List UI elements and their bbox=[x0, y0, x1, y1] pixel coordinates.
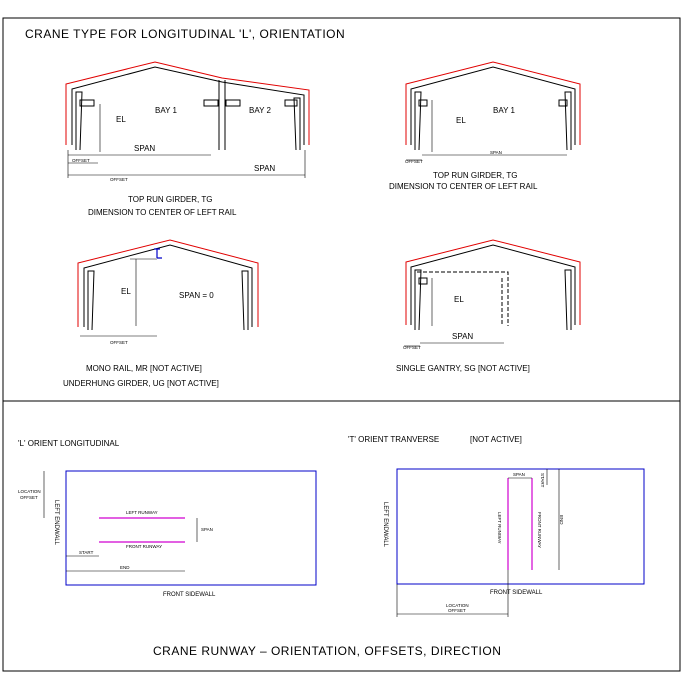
roof-outline-red bbox=[65, 61, 310, 145]
caption-line1: MONO RAIL, MR [NOT ACTIVE] bbox=[86, 364, 202, 373]
panel-single-gantry: EL SPAN OFFSET SINGLE GANTRY, SG [NOT AC… bbox=[396, 239, 581, 373]
left-column bbox=[414, 269, 422, 331]
sheet-title: CRANE TYPE FOR LONGITUDINAL 'L', ORIENTA… bbox=[25, 27, 345, 41]
rail-right bbox=[284, 99, 298, 107]
bottom-frame bbox=[2, 400, 681, 672]
front-sidewall-label: FRONT SIDEWALL bbox=[490, 590, 543, 596]
bay1-label: BAY 1 bbox=[493, 106, 515, 115]
panel-l-orient-longitudinal: 'L' ORIENT LONGITUDINAL LEFT RUNWAY FRON… bbox=[18, 439, 317, 598]
location-offset-label-1: LOCATION bbox=[446, 603, 469, 608]
panel-top-run-girder-two-bay: EL BAY 1 BAY 2 SPAN SPAN OFFSET OFFSET T… bbox=[65, 61, 310, 217]
roof-outline-black bbox=[71, 66, 305, 145]
rail-left bbox=[418, 99, 428, 107]
end-label: END bbox=[559, 515, 564, 525]
span-label: SPAN bbox=[134, 144, 155, 153]
caption-line1: TOP RUN GIRDER, TG bbox=[433, 171, 517, 180]
el-label: EL bbox=[456, 116, 466, 125]
left-runway-label: LEFT RUNWAY bbox=[497, 512, 502, 544]
right-column bbox=[564, 91, 572, 151]
offset-label: OFFSET bbox=[405, 159, 423, 164]
end-label: END bbox=[120, 565, 130, 570]
bay2-label: BAY 2 bbox=[249, 106, 271, 115]
right-column bbox=[564, 269, 572, 331]
roof-outline-black bbox=[410, 244, 576, 325]
caption-line2: DIMENSION TO CENTER OF LEFT RAIL bbox=[389, 182, 538, 191]
front-runway-label: FRONT RUNWAY bbox=[126, 544, 162, 549]
panel-mono-rail: EL SPAN = 0 OFFSET MONO RAIL, MR [NOT AC… bbox=[63, 239, 259, 388]
el-label: EL bbox=[454, 295, 464, 304]
rail-center-left bbox=[203, 99, 219, 107]
caption-line1: TOP RUN GIRDER, TG bbox=[128, 195, 212, 204]
offset-label: OFFSET bbox=[110, 340, 128, 345]
footer-title: CRANE RUNWAY – ORIENTATION, OFFSETS, DIR… bbox=[153, 644, 501, 658]
panel-t-orient-transverse: 'T' ORIENT TRANVERSE [NOT ACTIVE] LEFT R… bbox=[348, 435, 645, 617]
rail-left bbox=[79, 99, 95, 107]
panel-top-run-girder-one-bay: EL BAY 1 SPAN OFFSET TOP RUN GIRDER, TG … bbox=[389, 61, 581, 191]
location-offset-label-1: LOCATION bbox=[18, 489, 41, 494]
roof-outline-red bbox=[77, 239, 259, 327]
front-sidewall-label: FRONT SIDEWALL bbox=[163, 592, 216, 598]
left-endwall-label: LEFT ENDWALL bbox=[382, 502, 388, 548]
left-column bbox=[414, 91, 422, 151]
rail-right bbox=[558, 99, 568, 107]
caption-line2: DIMENSION TO CENTER OF LEFT RAIL bbox=[88, 208, 237, 217]
roof-outline-black bbox=[410, 66, 576, 145]
roof-outline-red bbox=[405, 61, 581, 145]
left-runway-label: LEFT RUNWAY bbox=[126, 510, 158, 515]
offset-label: OFFSET bbox=[403, 345, 421, 350]
span-label: SPAN bbox=[201, 527, 213, 532]
caption-line2: UNDERHUNG GIRDER, UG [NOT ACTIVE] bbox=[63, 379, 219, 388]
start-label: START bbox=[79, 550, 94, 555]
bay1-label: BAY 1 bbox=[155, 106, 177, 115]
offset-label: OFFSET bbox=[72, 158, 90, 163]
not-active-label: [NOT ACTIVE] bbox=[470, 435, 522, 444]
el-label: EL bbox=[121, 287, 131, 296]
el-label: EL bbox=[116, 115, 126, 124]
offset-long-label: OFFSET bbox=[110, 177, 128, 182]
span2-label: SPAN bbox=[254, 164, 275, 173]
heading: 'L' ORIENT LONGITUDINAL bbox=[18, 439, 120, 448]
location-offset-label-2: OFFSET bbox=[448, 608, 466, 613]
right-column bbox=[293, 97, 301, 151]
span-label: SPAN bbox=[513, 472, 525, 477]
roof-outline-red bbox=[405, 239, 581, 325]
span-label: SPAN = 0 bbox=[179, 291, 214, 300]
monorail-hook bbox=[154, 248, 162, 259]
left-column bbox=[87, 270, 95, 331]
span-label: SPAN bbox=[490, 150, 502, 155]
left-endwall-label: LEFT ENDWALL bbox=[53, 500, 59, 546]
caption-line1: SINGLE GANTRY, SG [NOT ACTIVE] bbox=[396, 364, 530, 373]
roof-outline-black bbox=[83, 244, 253, 327]
gantry-frame bbox=[417, 271, 509, 326]
left-column bbox=[75, 91, 83, 151]
start-label: START bbox=[540, 473, 545, 488]
right-column bbox=[241, 270, 249, 331]
heading: 'T' ORIENT TRANVERSE bbox=[348, 435, 439, 444]
building-outline bbox=[396, 468, 645, 585]
rail-left bbox=[418, 277, 428, 285]
front-runway-label: FRONT RUNWAY bbox=[537, 512, 542, 548]
span-label: SPAN bbox=[452, 332, 473, 341]
building-outline bbox=[65, 470, 317, 586]
location-offset-label-2: OFFSET bbox=[20, 495, 38, 500]
rail-center-right bbox=[225, 99, 241, 107]
